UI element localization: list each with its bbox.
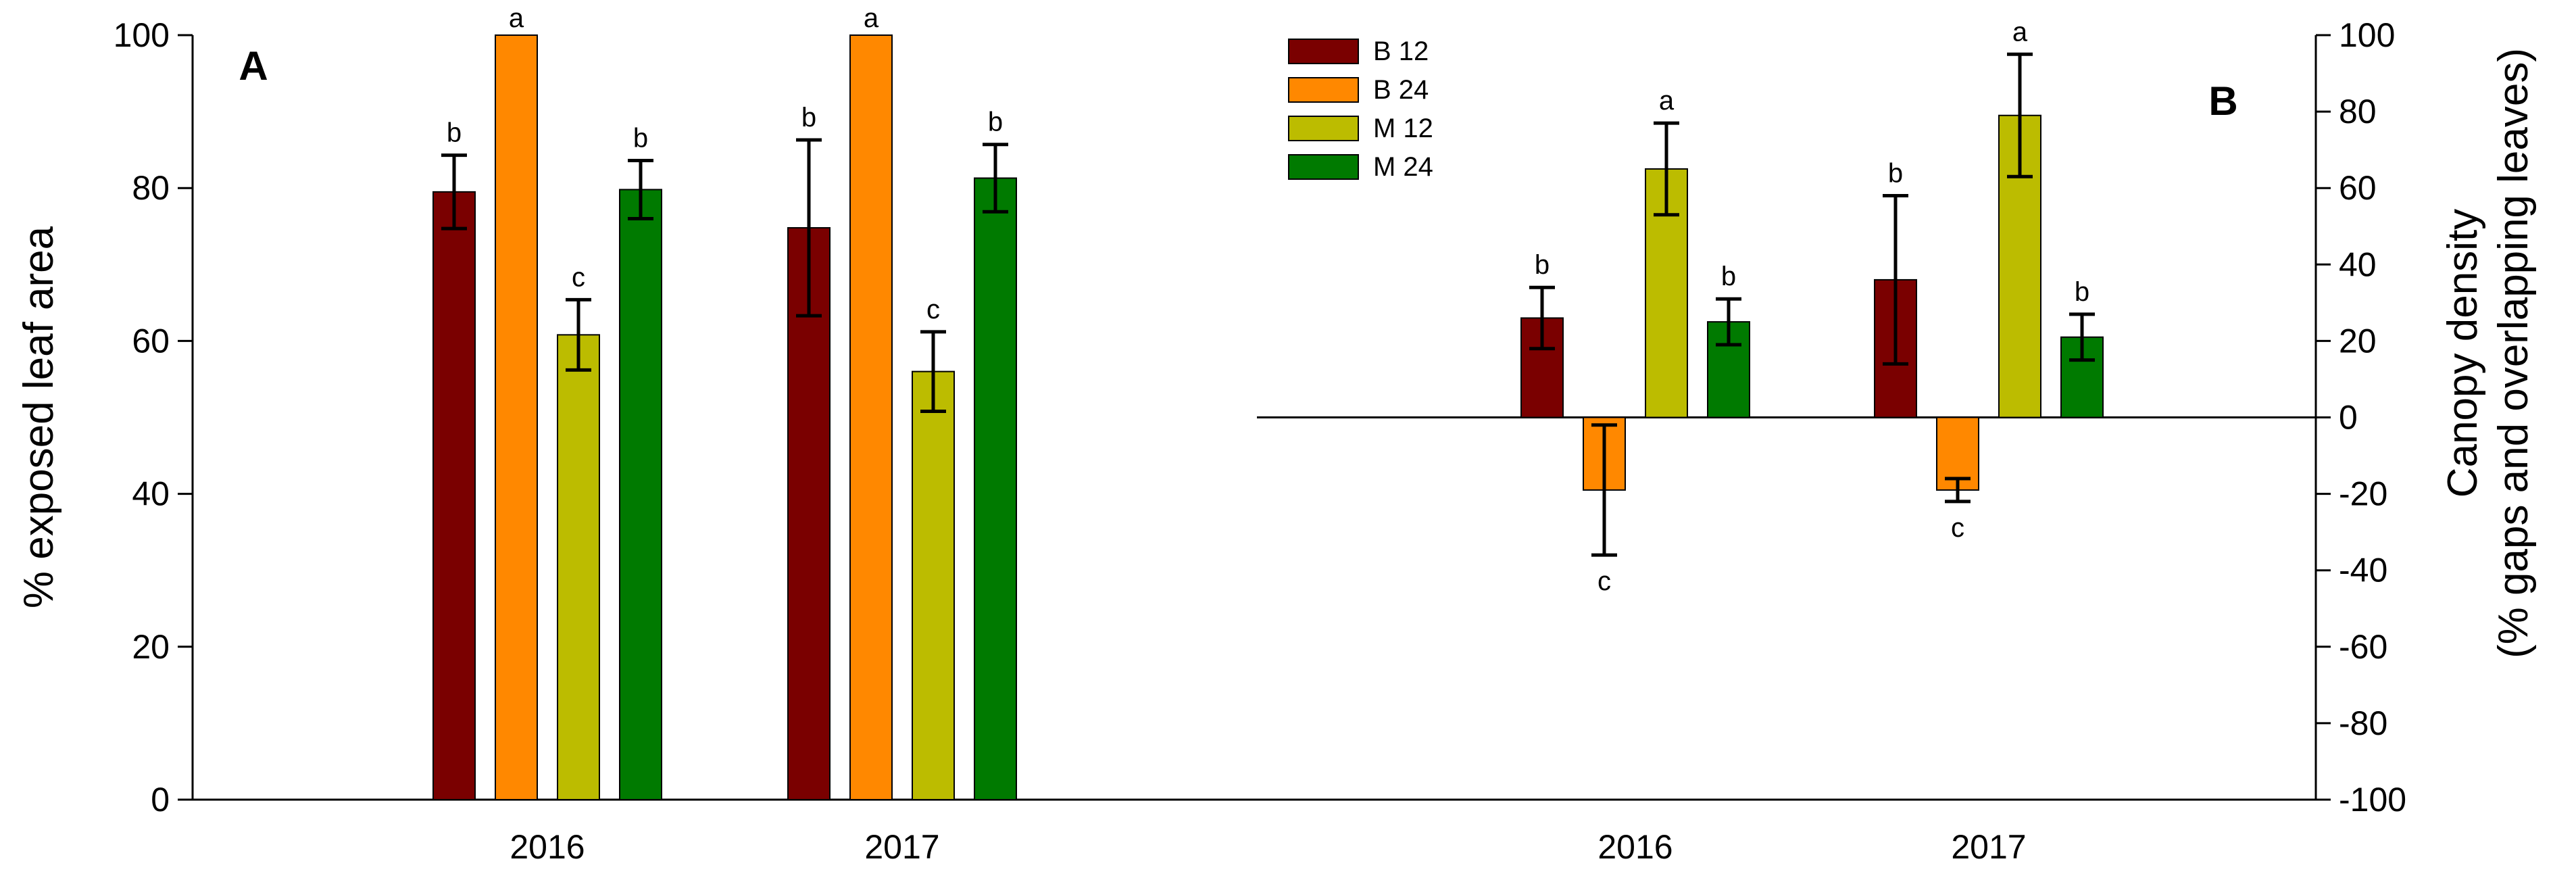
legend-label: B 12 (1373, 37, 1429, 66)
y-tick-label: 80 (2339, 93, 2377, 130)
y-tick-label: 20 (132, 628, 170, 666)
x-tick-label: 2016 (1597, 828, 1673, 866)
significance-letter: b (447, 118, 462, 148)
legend-swatch (1288, 77, 1359, 103)
bar-m12-2016 (557, 334, 600, 800)
y-tick-label: 0 (151, 781, 170, 819)
bar-b24-2017 (849, 34, 893, 800)
legend-swatch (1288, 154, 1359, 180)
significance-letter: c (1597, 566, 1611, 596)
significance-letter: a (509, 3, 524, 33)
x-tick-label: 2016 (510, 828, 585, 866)
legend-label: M 12 (1373, 114, 1433, 143)
significance-letter: a (1659, 86, 1675, 116)
significance-letter: b (801, 103, 816, 132)
significance-letter: b (1721, 262, 1736, 291)
y-tick-label: 80 (132, 169, 170, 207)
y-tick-label: 0 (2339, 399, 2358, 437)
significance-letter: b (2075, 277, 2089, 307)
significance-letter: c (572, 262, 585, 292)
significance-letter: a (864, 3, 879, 33)
bar-m24-2016 (619, 189, 662, 801)
y-tick-label: 20 (2339, 322, 2377, 360)
bar-m24-2017 (974, 177, 1017, 800)
significance-letter: b (1888, 159, 1903, 189)
y-axis-title-a: % exposed leaf area (16, 226, 62, 608)
y-tick-label: 40 (2339, 245, 2377, 283)
y-tick-label: -100 (2339, 781, 2406, 819)
y-tick-label: 60 (132, 322, 170, 360)
y-axis-title-b-line-2: (% gaps and overlapping leaves) (2490, 48, 2537, 658)
significance-letter: a (2012, 17, 2028, 47)
y-tick-label: -60 (2339, 628, 2387, 666)
y-axis-title-b-line-1: Canopy density (2439, 209, 2486, 497)
significance-letter: c (1951, 513, 1964, 543)
bar-b12-2016 (432, 191, 476, 801)
legend-label: M 24 (1373, 152, 1433, 182)
significance-letter: b (1535, 250, 1550, 280)
legend-label: B 24 (1373, 75, 1429, 105)
significance-letter: c (926, 295, 940, 324)
y-tick-label: 100 (114, 16, 170, 54)
x-tick-label: 2017 (1951, 828, 2026, 866)
x-tick-label: 2017 (864, 828, 939, 866)
bar-b24-2016 (495, 34, 538, 800)
y-tick-label: 40 (132, 475, 170, 513)
legend-swatch (1288, 116, 1359, 141)
legend-swatch (1288, 39, 1359, 64)
y-tick-label: -40 (2339, 552, 2387, 589)
y-tick-label: 60 (2339, 169, 2377, 207)
y-tick-label: -20 (2339, 475, 2387, 513)
y-tick-label: 100 (2339, 16, 2395, 54)
panel-letter-a: A (239, 43, 268, 89)
significance-letter: b (988, 107, 1003, 137)
significance-letter: b (633, 123, 648, 153)
bar-m12-2017 (912, 370, 955, 800)
y-tick-label: -80 (2339, 704, 2387, 742)
panel-letter-b: B (2208, 78, 2237, 124)
